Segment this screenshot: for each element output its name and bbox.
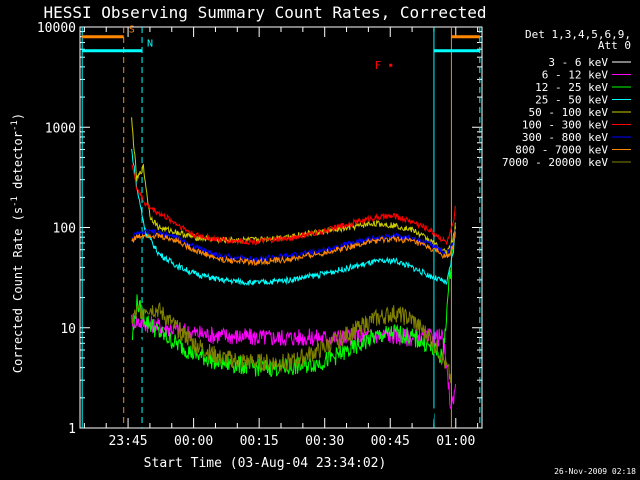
series-line (131, 231, 456, 267)
flare-marker-dot (389, 63, 393, 67)
legend-entry-label: 25 - 50 keV (535, 94, 608, 107)
status-bar-label-s: S (129, 25, 135, 36)
y-tick-label: 1000 (45, 121, 76, 136)
series-line (131, 164, 456, 246)
status-bar-label-n: N (147, 39, 153, 50)
x-tick-label: 00:00 (174, 434, 213, 449)
legend-entry-label: 3 - 6 keV (548, 56, 608, 69)
x-tick-label: 00:45 (371, 434, 410, 449)
legend-entry-label: 6 - 12 keV (542, 69, 609, 82)
legend-entry-label: 100 - 300 keV (522, 119, 608, 132)
x-tick-label: 00:30 (305, 434, 344, 449)
series-line (131, 148, 456, 286)
plot-area: 1 10 100 1000 10000 23:45 00:00 00:15 00:30 00:45… (37, 21, 483, 449)
series-line (131, 302, 452, 384)
x-axis-label: Start Time (03-Aug-04 23:34:02) (144, 456, 387, 471)
legend-entry-label: 12 - 25 keV (535, 81, 608, 94)
legend-header: Det 1,3,4,5,6,9, (525, 28, 631, 41)
x-tick-label: 23:45 (108, 434, 147, 449)
legend-entry-label: 50 - 100 keV (529, 106, 609, 119)
y-axis-label-exp-2: -1 (10, 120, 20, 131)
y-axis-label-exp-1: -1 (10, 196, 20, 207)
y-tick-label: 10000 (37, 21, 76, 36)
y-tick-label: 100 (53, 222, 76, 237)
y-axis-label-part-1: Corrected Count Rate (s (11, 207, 25, 373)
legend-entry-label: 7000 - 20000 keV (502, 156, 608, 169)
x-tick-label: 01:00 (436, 434, 475, 449)
legend-entry-label: 300 - 800 keV (522, 131, 608, 144)
y-axis-label: Corrected Count Rate (s-1 detector-1) (10, 113, 25, 373)
chart-title: HESSI Observing Summary Count Rates, Cor… (43, 3, 486, 22)
y-tick-label: 10 (60, 322, 76, 337)
legend-entry-label: 800 - 7000 keV (515, 144, 608, 157)
y-axis-label-part-3: ) (11, 113, 25, 120)
legend-header: Att 0 (598, 39, 631, 52)
series-line (132, 329, 443, 421)
y-axis-label-part-2: detector (11, 131, 25, 196)
timestamp: 26-Nov-2009 02:18 (554, 467, 636, 476)
series-line (131, 226, 457, 377)
flare-marker-label: F (375, 59, 382, 72)
y-tick-label: 1 (68, 422, 76, 437)
x-tick-label: 00:15 (240, 434, 279, 449)
